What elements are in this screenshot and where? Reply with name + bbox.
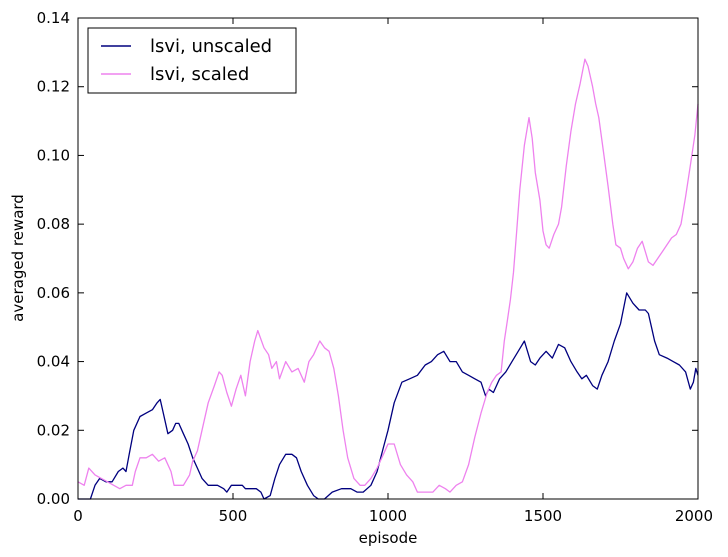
y-tick-label: 0.00 bbox=[37, 490, 70, 508]
axis-tick-labels: 0 500 1000 1500 2000 0.00 0.02 0.04 0.06 0.08 0.10… bbox=[37, 9, 713, 525]
y-axis-label: averaged reward bbox=[9, 194, 27, 322]
x-tick-label: 1000 bbox=[369, 507, 407, 525]
legend-label-unscaled: lsvi, unscaled bbox=[150, 36, 272, 57]
y-tick-label: 0.02 bbox=[37, 421, 70, 439]
legend: lsvi, unscaled lsvi, scaled bbox=[87, 27, 297, 94]
y-tick-label: 0.12 bbox=[37, 78, 70, 96]
series-line-scaled bbox=[77, 58, 699, 493]
x-tick-label: 500 bbox=[219, 507, 248, 525]
y-tick-label: 0.06 bbox=[37, 284, 70, 302]
x-tick-label: 1500 bbox=[524, 507, 562, 525]
y-tick-label: 0.08 bbox=[37, 215, 70, 233]
y-tick-label: 0.04 bbox=[37, 353, 70, 371]
legend-label-scaled: lsvi, scaled bbox=[150, 64, 249, 85]
plot-lines bbox=[77, 58, 699, 500]
y-tick-label: 0.14 bbox=[37, 9, 70, 27]
y-tick-label: 0.10 bbox=[37, 146, 70, 164]
x-tick-label: 0 bbox=[73, 507, 83, 525]
x-axis-label: episode bbox=[359, 529, 418, 547]
x-tick-label: 2000 bbox=[675, 507, 713, 525]
series-line-unscaled bbox=[78, 292, 699, 500]
legend-box bbox=[87, 27, 297, 94]
axis-ticks bbox=[77, 17, 699, 500]
